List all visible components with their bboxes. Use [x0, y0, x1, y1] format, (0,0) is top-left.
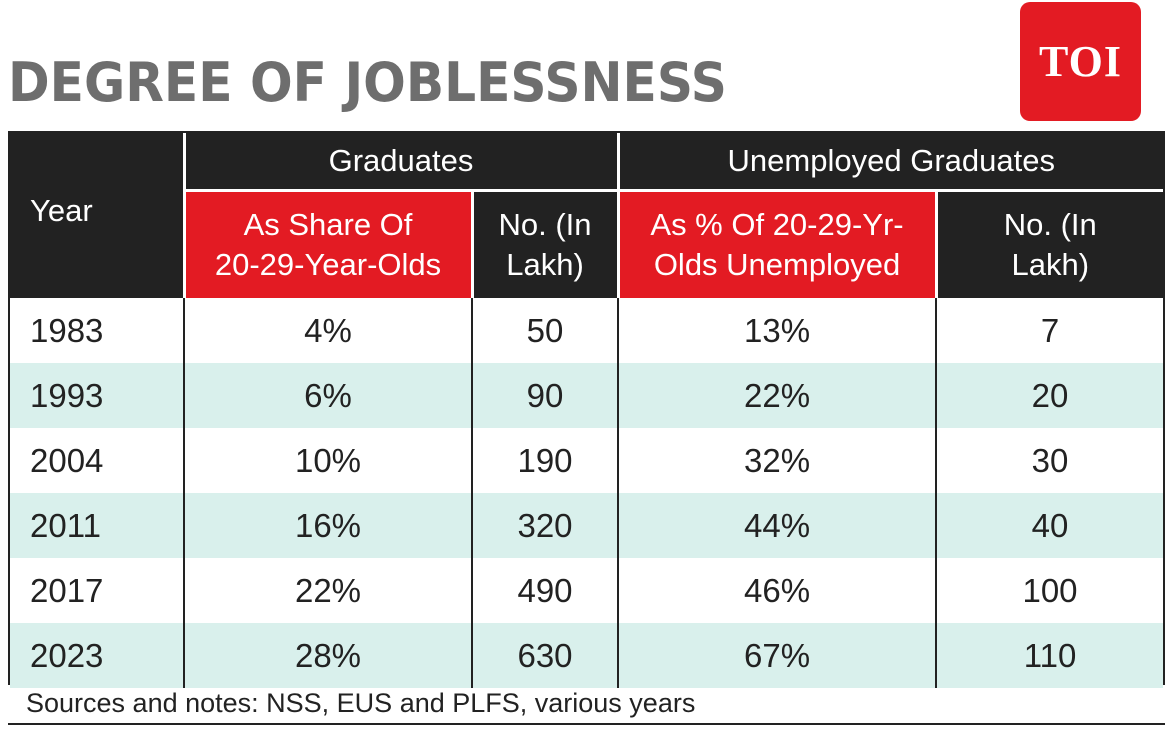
- header-line: Lakh): [1011, 247, 1090, 282]
- value-cell: 110: [935, 623, 1163, 688]
- data-table: Year Graduates Unemployed Graduates As S…: [8, 131, 1165, 688]
- value-cell: 20: [935, 363, 1163, 428]
- value-cell: 40: [935, 493, 1163, 558]
- value-cell: 190: [470, 428, 619, 493]
- value-cell: 90: [470, 363, 619, 428]
- group-header-unemployed-graduates: Unemployed Graduates: [616, 133, 1163, 192]
- table-row: 2011 16% 320 44% 40: [10, 493, 1163, 558]
- year-cell: 2004: [30, 441, 104, 479]
- table-row: 1993 6% 90 22% 20: [10, 363, 1163, 428]
- col-header-unemployed-no: No. (In Lakh): [934, 190, 1163, 298]
- value-cell: 320: [470, 493, 619, 558]
- header-line: As Share Of: [243, 207, 413, 243]
- year-cell: 2023: [10, 623, 184, 688]
- value-cell: 630: [470, 623, 619, 688]
- year-header: Year: [10, 133, 184, 298]
- table-body: 1983 4% 50 13% 7 1993 6% 90 22% 20 2004 10% 190 32% 30…: [10, 298, 1163, 688]
- col-header-graduates-no: No. (In Lakh): [470, 190, 619, 298]
- logo-text: TOI: [1039, 37, 1122, 86]
- source-note: Sources and notes: NSS, EUS and PLFS, va…: [8, 685, 1165, 725]
- table-row: 1983 4% 50 13% 7: [10, 298, 1163, 363]
- value-cell: 22%: [183, 558, 472, 623]
- value-cell: 22%: [617, 363, 937, 428]
- header-line: No. (In: [498, 207, 592, 243]
- value-cell: 67%: [617, 623, 937, 688]
- value-cell: 490: [470, 558, 619, 623]
- header-line: Lakh): [506, 247, 584, 282]
- chart-title: DEGREE OF JOBLESSNESS: [8, 51, 727, 114]
- value-cell: 100: [935, 558, 1163, 623]
- group-header-graduates: Graduates: [182, 133, 619, 192]
- col-header-share-of-20-29: As Share Of 20-29-Year-Olds: [182, 190, 472, 298]
- table-row: 2023 28% 630 67% 110: [10, 623, 1163, 688]
- year-cell: 1993: [10, 363, 184, 428]
- value-cell: 32%: [617, 428, 937, 493]
- value-cell: 16%: [183, 493, 472, 558]
- header-line: 20-29-Year-Olds: [214, 247, 442, 282]
- col-header-pct-unemployed: As % Of 20-29-Yr- Olds Unemployed: [616, 190, 937, 298]
- value-cell: 10%: [183, 428, 472, 493]
- value-cell: 44%: [617, 493, 937, 558]
- table-row: 2017 22% 490 46% 100: [10, 558, 1163, 623]
- header-line: Olds Unemployed: [653, 247, 901, 282]
- value-cell: 28%: [183, 623, 472, 688]
- value-cell: 13%: [617, 298, 937, 363]
- year-cell: 2017: [30, 571, 104, 609]
- header-line: No. (In: [1003, 207, 1097, 243]
- value-cell: 4%: [183, 298, 472, 363]
- table-row: 2004 10% 190 32% 30: [10, 428, 1163, 493]
- header-line: As % Of 20-29-Yr-: [650, 207, 904, 243]
- year-cell: 1983: [30, 311, 104, 349]
- year-cell: 2011: [10, 493, 184, 558]
- value-cell: 7: [935, 298, 1163, 363]
- value-cell: 50: [470, 298, 619, 363]
- value-cell: 30: [935, 428, 1163, 493]
- value-cell: 46%: [617, 558, 937, 623]
- value-cell: 6%: [183, 363, 472, 428]
- toi-logo: TOI: [1020, 2, 1141, 121]
